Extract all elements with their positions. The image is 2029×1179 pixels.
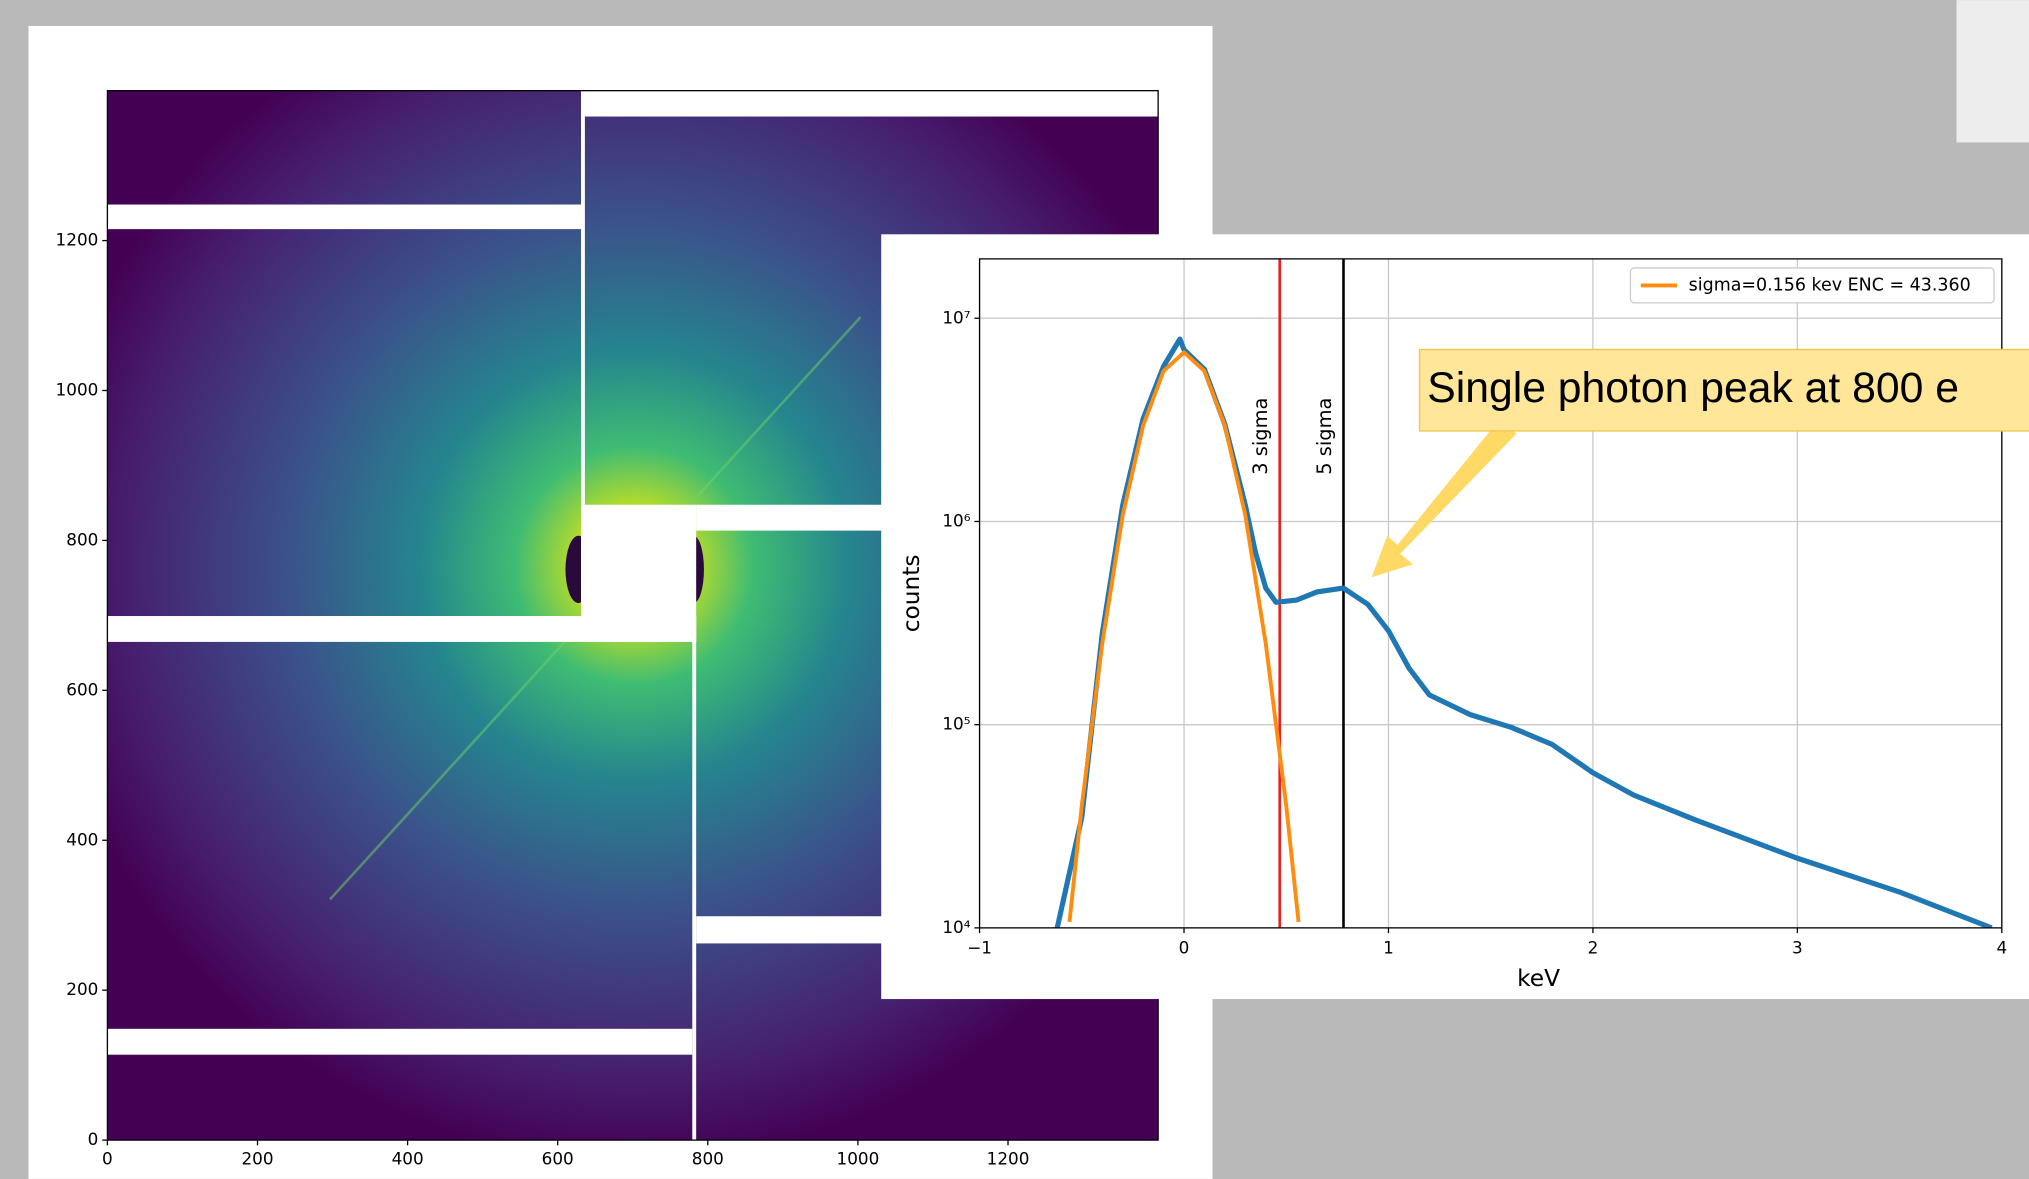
gap (692, 616, 697, 1141)
y-tick-label: 1000 (56, 380, 99, 400)
y-tick-label: 10⁶ (942, 510, 970, 530)
legend-box (1629, 267, 1995, 304)
annotation-arrow (1371, 420, 1517, 578)
x-tick-label: 600 (542, 1149, 574, 1169)
annotation-text: Single photon peak at 800 e (1427, 364, 1959, 412)
x-tick-label: 4 (1996, 938, 2007, 958)
spectrum-chart: −1 0 1 2 3 4 10⁴ 10⁵ 10⁶ 10⁷ 3 sigma 5 sigma sigma=0… (898, 258, 2029, 992)
gap (107, 1028, 693, 1055)
gap (107, 204, 582, 230)
x-tick-label: 1000 (837, 1149, 880, 1169)
x-tick-label: 1 (1383, 938, 1394, 958)
threshold-label: 3 sigma (1249, 398, 1272, 475)
axes-frame (978, 258, 2003, 929)
x-tick-label: 800 (692, 1149, 724, 1169)
x-tick-label: 1200 (987, 1149, 1030, 1169)
x-tick-label: 400 (392, 1149, 424, 1169)
x-tick-label: 0 (102, 1149, 113, 1169)
y-tick-label: 1200 (56, 230, 99, 250)
legend-label: sigma=0.156 kev ENC = 43.360 (1689, 275, 1971, 295)
plot-area (1054, 258, 1993, 928)
threshold-label: 5 sigma (1313, 398, 1336, 475)
x-tick-label: 0 (1179, 938, 1190, 958)
y-tick-label: 10⁷ (942, 307, 970, 327)
y-tick-label: 200 (66, 979, 98, 999)
annotation-box (1418, 348, 2029, 432)
y-tick-label: 0 (88, 1129, 99, 1149)
x-tick-label: 3 (1792, 938, 1803, 958)
x-tick-label: −1 (967, 938, 992, 958)
corner-box (1956, 0, 2029, 143)
y-tick-label: 10⁴ (942, 917, 970, 937)
x-axis-label: keV (1517, 965, 1560, 992)
y-tick-label: 400 (66, 829, 98, 849)
y-tick-label: 600 (66, 679, 98, 699)
x-tick-label: 200 (241, 1149, 273, 1169)
gap (581, 90, 1159, 117)
y-axis-label: counts (898, 554, 925, 632)
gap (107, 616, 697, 642)
y-tick-label: 800 (66, 529, 98, 549)
series-line (1067, 350, 1301, 923)
gap (581, 90, 585, 505)
y-tick-label: 10⁵ (942, 714, 970, 734)
x-tick-label: 2 (1588, 938, 1599, 958)
